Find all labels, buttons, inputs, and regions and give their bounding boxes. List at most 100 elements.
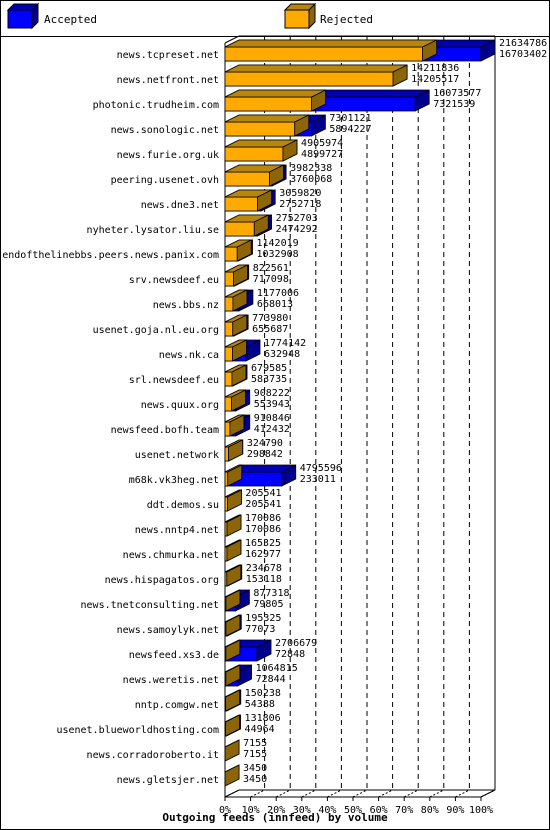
rejected-bar — [224, 364, 247, 387]
accepted-bar-side — [480, 39, 496, 62]
rejected-value-label: 79805 — [253, 599, 283, 610]
x-tick-label: 100% — [469, 805, 493, 816]
rejected-value-label: 3450 — [243, 774, 267, 785]
legend-rejected-label: Rejected — [320, 13, 373, 26]
rejected-bar-side — [269, 164, 284, 187]
rejected-value-label: 77073 — [245, 624, 275, 635]
rejected-value-label: 7155 — [243, 749, 267, 760]
rejected-bar-side — [232, 289, 248, 312]
rejected-bar — [224, 189, 272, 212]
accepted-value-label: 679585 — [251, 363, 287, 374]
rejected-bar — [224, 164, 284, 187]
rejected-bar — [224, 389, 246, 412]
rejected-bar-side — [224, 764, 240, 787]
accepted-bar — [224, 464, 297, 487]
legend-accepted-label: Accepted — [44, 13, 97, 26]
rejected-bar-side — [227, 464, 243, 487]
x-tick-label: 60% — [370, 805, 388, 816]
rejected-bar-front — [224, 396, 232, 412]
rejected-value-label: 14205517 — [411, 74, 459, 85]
rejected-value-label: 3760068 — [290, 174, 332, 185]
plot-area: 0% 10% 20% 30% 40% 50% 60% 70% 80% 90% 100% news.tc… — [2, 35, 547, 816]
accepted-value-label: 131806 — [245, 713, 281, 724]
rejected-bar — [224, 539, 242, 562]
rejected-bar-front — [224, 46, 424, 62]
category-label: endofthelinebbs.peers.news.panix.com — [2, 250, 219, 261]
accepted-value-label: 773980 — [252, 313, 288, 324]
rejected-bar-front — [224, 271, 234, 287]
x-tick-label: 0% — [219, 805, 231, 816]
rejected-bar-side — [225, 614, 241, 637]
rejected-bar — [224, 289, 248, 312]
rejected-bar-front — [224, 246, 238, 262]
category-label: news.nntp4.net — [135, 525, 219, 536]
rejected-value-label: 717098 — [253, 274, 289, 285]
rejected-bar-front — [224, 146, 284, 162]
rejected-value-label: 170086 — [245, 524, 281, 535]
category-label: news.dne3.net — [141, 200, 219, 211]
category-label: news.quux.org — [141, 400, 219, 411]
accepted-value-label: 14211836 — [411, 63, 459, 74]
accepted-value-label: 3450 — [243, 763, 267, 774]
x-tick-depth — [275, 789, 291, 798]
category-label: news.netfront.net — [117, 75, 219, 86]
rejected-value-label: 54388 — [245, 699, 275, 710]
x-tick-depth — [378, 789, 393, 798]
rejected-value-label: 7321539 — [433, 99, 475, 110]
rejected-bar-side — [229, 414, 245, 437]
x-tick-depth — [429, 789, 445, 798]
rejected-bar — [224, 589, 241, 612]
category-label: usenet.network — [135, 450, 219, 461]
category-label: srl.newsdeef.eu — [129, 375, 219, 386]
accepted-bar-side — [414, 89, 430, 112]
x-tick-label: 50% — [344, 805, 362, 816]
rejected-bar-front — [224, 321, 234, 337]
category-label: news.furie.org.uk — [117, 150, 219, 161]
accepted-value-label: 7155 — [243, 738, 267, 749]
x-tick-depth — [352, 789, 368, 798]
rejected-bar — [224, 114, 310, 137]
x-tick-depth — [224, 789, 240, 798]
accepted-bar-side — [245, 339, 261, 362]
rejected-bar-side — [231, 364, 247, 387]
rejected-bar-side — [225, 714, 240, 737]
accepted-value-label: 150238 — [245, 688, 281, 699]
category-label: photonic.trudheim.com — [93, 100, 219, 111]
rejected-bar-side — [392, 64, 408, 87]
accepted-value-label: 3059820 — [279, 188, 321, 199]
rejected-bar-front — [224, 346, 233, 362]
accepted-value-label: 2706679 — [275, 638, 317, 649]
x-tick-label: 80% — [421, 805, 439, 816]
rejected-value-label: 16703402 — [499, 49, 547, 60]
rejected-bar-side — [232, 314, 248, 337]
rejected-bar-side — [311, 89, 327, 112]
accepted-bar-side — [256, 639, 272, 662]
rejected-bar-front — [224, 221, 255, 237]
x-tick-label: 40% — [318, 805, 336, 816]
rejected-bar — [224, 664, 241, 687]
rejected-bar-side — [226, 514, 242, 537]
accepted-value-label: 195325 — [245, 613, 281, 624]
accepted-value-label: 4795596 — [300, 463, 342, 474]
rejected-bar — [224, 614, 241, 637]
rejected-bar — [224, 639, 241, 662]
rejected-bar-side — [224, 739, 240, 762]
legend: Accepted Rejected — [6, 2, 373, 30]
rejected-value-label: 1032908 — [257, 249, 299, 260]
category-label: usenet.goja.nl.eu.org — [93, 325, 219, 336]
accepted-bar-side — [310, 114, 326, 137]
rejected-bar — [224, 689, 241, 712]
category-label: news.samoylyk.net — [117, 625, 219, 636]
rejected-bar — [224, 214, 269, 237]
rejected-value-label: 72844 — [256, 674, 286, 685]
rejected-bar-side — [294, 114, 310, 137]
category-label: news.hispagatos.org — [105, 575, 219, 586]
x-axis-title: Outgoing feeds (innfeed) by volume — [162, 811, 388, 824]
rejected-bar-top — [224, 89, 326, 98]
rejected-bar-front — [224, 421, 231, 437]
rejected-bar-top — [224, 64, 408, 73]
x-tick-label: 90% — [446, 805, 464, 816]
rejected-value-label: 583735 — [251, 374, 287, 385]
x-tick-depth — [403, 789, 419, 798]
accepted-value-label: 2752703 — [276, 213, 318, 224]
